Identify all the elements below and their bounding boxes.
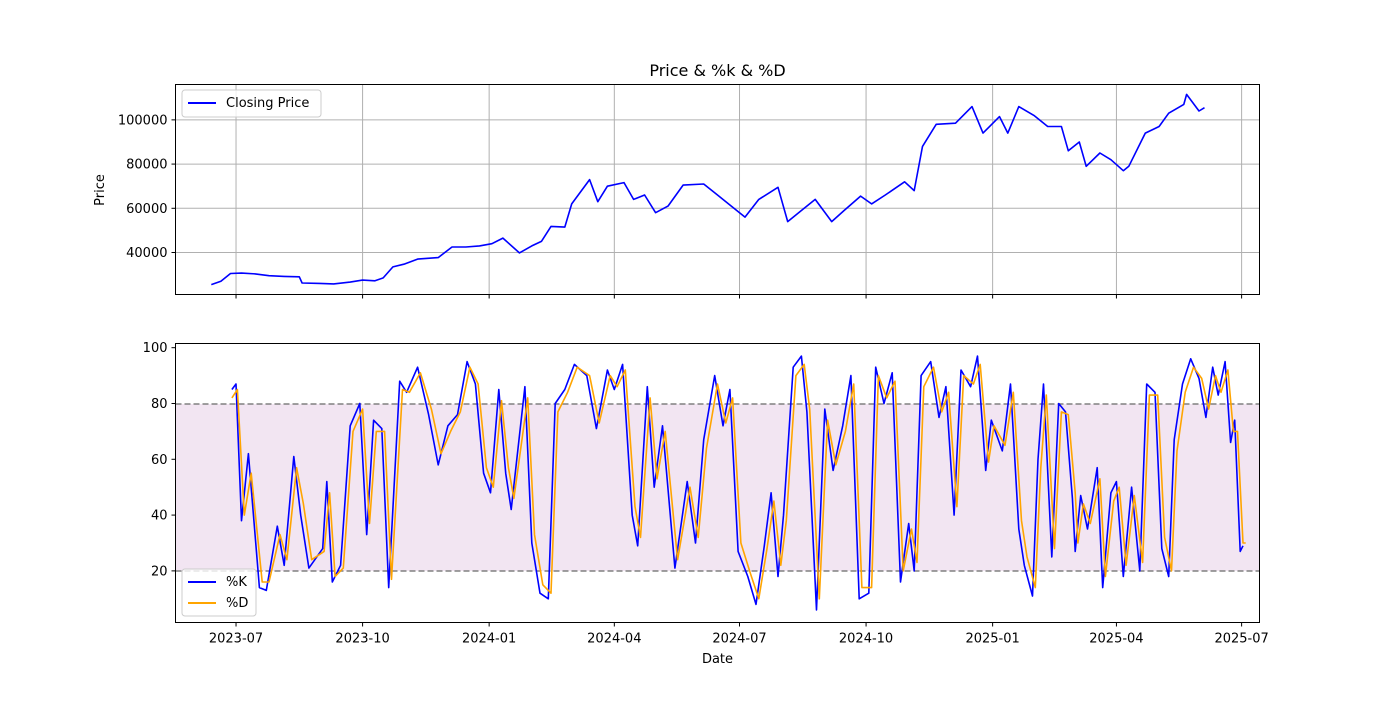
x-tick-label: 2024-10 <box>839 632 893 647</box>
price-panel-frame <box>175 84 1260 295</box>
x-tick-label: 2023-07 <box>209 632 263 647</box>
stochastic-panel-frame <box>175 343 1260 623</box>
x-axis-label: Date <box>702 652 733 667</box>
price-x-ticks <box>235 294 1243 299</box>
series-line-closing-price <box>211 93 1205 286</box>
price-series-group <box>211 93 1205 286</box>
y-tick-label: 100000 <box>118 113 168 128</box>
x-tick-label: 2023-10 <box>335 632 389 647</box>
x-tick-label: 2025-04 <box>1089 632 1143 647</box>
y-tick-label: 60 <box>151 453 168 468</box>
stochastic-series-group <box>231 355 1246 611</box>
x-tick-label: 2025-01 <box>965 632 1019 647</box>
price-panel: Price & %k & %D Price 40000 60000 80000 100… <box>93 61 1260 299</box>
stochastic-panel: 20 40 60 80 100 2023-07 2023-10 2024-01 2024-04… <box>143 341 1269 667</box>
series-line-d <box>231 363 1246 600</box>
price-y-ticks: 40000 60000 80000 100000 <box>118 113 176 261</box>
y-tick-label: 40 <box>151 509 168 524</box>
x-tick-label: 2024-01 <box>462 632 516 647</box>
y-tick-label: 80000 <box>126 158 167 173</box>
stochastic-legend-box <box>181 568 257 617</box>
legend-d-label: %D <box>226 596 248 611</box>
y-tick-label: 80 <box>151 397 168 412</box>
legend-k-label: %K <box>226 575 247 590</box>
y-tick-label: 60000 <box>126 202 167 217</box>
x-tick-label: 2024-04 <box>587 632 641 647</box>
stochastic-x-ticks: 2023-07 2023-10 2024-01 2024-04 2024-07 2024-… <box>209 622 1269 647</box>
y-tick-label: 20 <box>151 564 168 579</box>
series-line-k <box>231 355 1244 611</box>
stochastic-legend: %K %D <box>181 568 257 617</box>
legend-closing-price-label: Closing Price <box>226 96 309 111</box>
price-legend: Closing Price <box>181 89 322 118</box>
price-panel-title: Price & %k & %D <box>649 61 785 80</box>
price-y-axis-label: Price <box>93 174 108 206</box>
price-grid <box>175 84 1260 295</box>
price-legend-box <box>181 89 322 118</box>
x-tick-label: 2025-07 <box>1214 632 1268 647</box>
y-tick-label: 100 <box>143 341 168 356</box>
y-tick-label: 40000 <box>126 246 167 261</box>
stochastic-y-ticks: 20 40 60 80 100 <box>143 341 176 579</box>
overbought-oversold-band <box>175 404 1260 571</box>
x-tick-label: 2024-07 <box>712 632 766 647</box>
